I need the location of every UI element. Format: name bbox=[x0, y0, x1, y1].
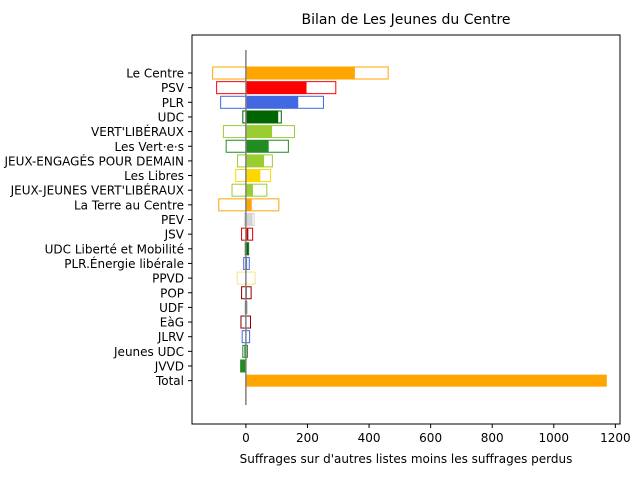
x-tick-label: 800 bbox=[481, 431, 504, 445]
y-tick-label: EàG bbox=[160, 316, 184, 330]
y-tick-label: UDF bbox=[159, 301, 184, 315]
bar-net-udc bbox=[245, 110, 279, 123]
x-tick-label: 1000 bbox=[539, 431, 570, 445]
bar-net-plr bbox=[245, 96, 299, 109]
bar-net-jeunes-udc bbox=[244, 345, 246, 358]
y-tick-label: VERT'LIBÉRAUX bbox=[91, 124, 184, 139]
bar-net-vert-lib-raux bbox=[245, 125, 273, 138]
y-tick-label: La Terre au Centre bbox=[74, 198, 184, 212]
y-tick-label: PLR bbox=[162, 96, 184, 110]
y-tick-label: UDC Liberté et Mobilité bbox=[45, 242, 184, 256]
y-tick-label: PEV bbox=[161, 213, 185, 227]
bar-net-jvvd bbox=[240, 360, 246, 372]
bar-net-la-terre-au-centre bbox=[245, 198, 252, 211]
plot-frame bbox=[191, 34, 621, 425]
x-tick-label: 200 bbox=[296, 431, 319, 445]
bar-net-udc-libert-et-mobilit bbox=[245, 242, 249, 255]
y-tick-label: PPVD bbox=[152, 272, 184, 286]
chart-title: Bilan de Les Jeunes du Centre bbox=[301, 12, 510, 28]
y-tick-label: JEUX-JEUNES VERT'LIBÉRAUX bbox=[10, 183, 184, 198]
y-tick-label: JEUX-ENGAGÉS POUR DEMAIN bbox=[3, 153, 184, 168]
y-tick-label: UDC bbox=[158, 110, 184, 124]
x-tick-label: 600 bbox=[419, 431, 442, 445]
bar-net-psv bbox=[245, 81, 307, 94]
bar-net-jeux-jeunes-vert-lib-raux bbox=[245, 184, 253, 197]
bar-net-jeux-engag-s-pour-demain bbox=[245, 154, 265, 167]
y-tick-label: JVVD bbox=[154, 360, 184, 374]
bar-net-les-vert-e-s bbox=[245, 140, 269, 153]
bar-net-les-libres bbox=[245, 169, 261, 182]
x-tick-label: 0 bbox=[242, 431, 250, 445]
y-tick-label: Total bbox=[155, 374, 184, 388]
bar-net-le-centre bbox=[245, 67, 355, 79]
y-tick-label: Les Vert·e·s bbox=[115, 140, 185, 154]
y-tick-label: Les Libres bbox=[124, 169, 184, 183]
y-tick-label: JSV bbox=[164, 228, 185, 242]
y-tick-label: Le Centre bbox=[126, 67, 184, 81]
y-tick-label: PSV bbox=[161, 81, 185, 95]
y-tick-label: Jeunes UDC bbox=[113, 345, 184, 359]
x-axis: 0 200 400 600 800 1000 1200 bbox=[242, 424, 631, 445]
plot-area bbox=[212, 50, 607, 405]
x-tick-label: 1200 bbox=[600, 431, 631, 445]
y-tick-label: PLR.Énergie libérale bbox=[64, 256, 184, 271]
bar-net-pev bbox=[245, 213, 253, 226]
x-axis-label: Suffrages sur d'autres listes moins les … bbox=[240, 452, 573, 466]
bar-net-total bbox=[245, 374, 607, 387]
y-tick-label: JLRV bbox=[157, 330, 185, 344]
bar-net-jsv bbox=[245, 228, 249, 241]
y-tick-label: POP bbox=[160, 286, 184, 300]
x-tick-label: 400 bbox=[358, 431, 381, 445]
